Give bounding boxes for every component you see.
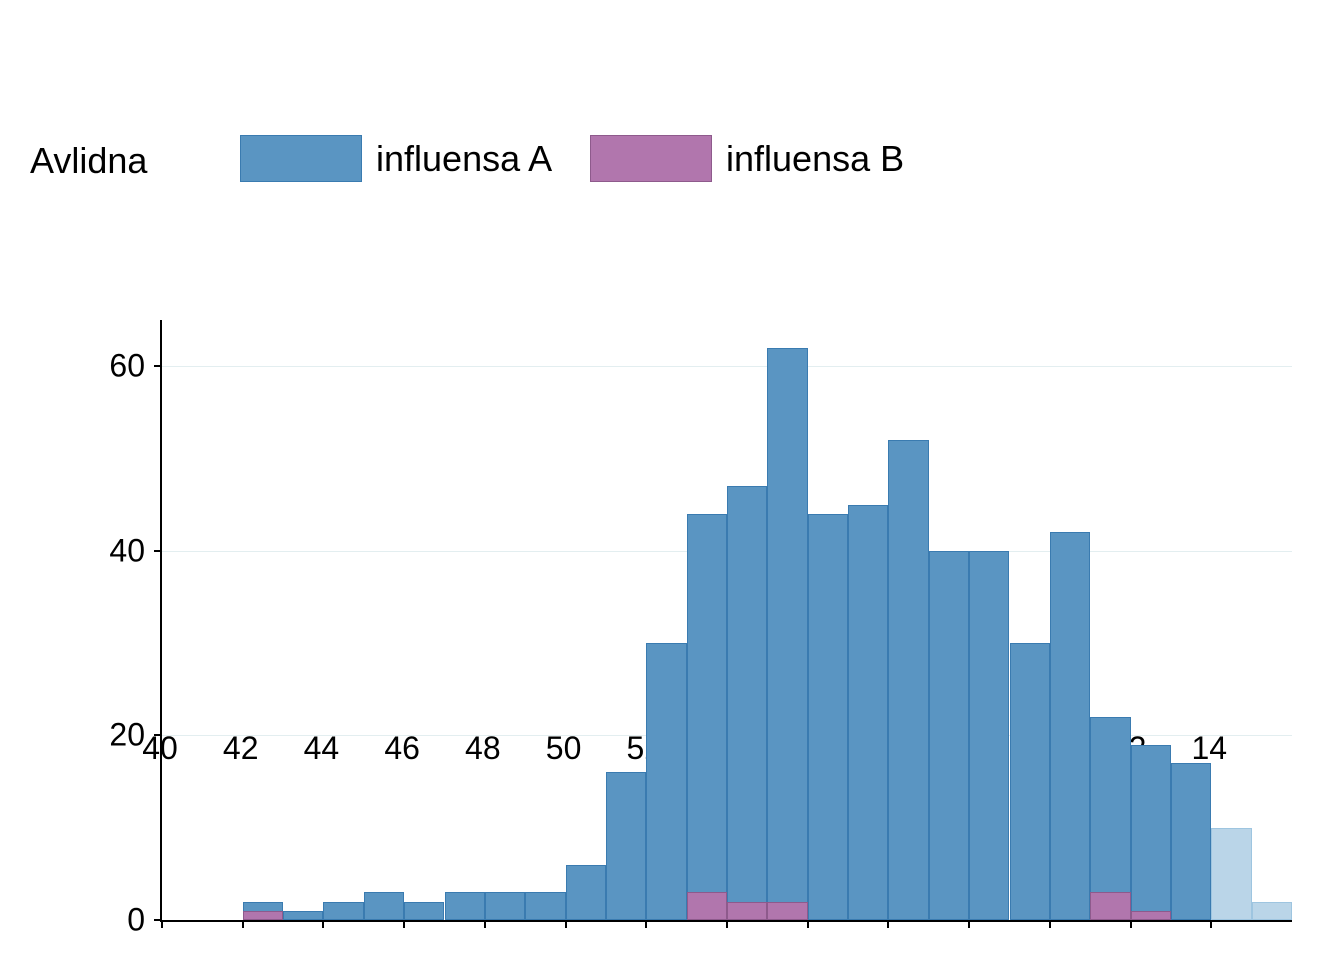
y-tick-label: 0 [85, 902, 145, 939]
bar-influensa_A [1131, 745, 1171, 920]
x-tick-label: 14 [1191, 730, 1227, 767]
x-tick-mark [484, 920, 486, 928]
y-tick-label: 60 [85, 348, 145, 385]
bar-influensa_A [1090, 717, 1130, 920]
x-tick-mark [403, 920, 405, 928]
x-tick-mark [968, 920, 970, 928]
x-tick-label: 40 [142, 730, 178, 767]
x-tick-mark [1049, 920, 1051, 928]
bar-influensa_A [969, 551, 1009, 920]
bar-influensa_A [445, 892, 485, 920]
x-tick-label: 48 [465, 730, 501, 767]
bar-influensa_B [727, 902, 767, 920]
x-tick-mark [807, 920, 809, 928]
bar-influensa_A [525, 892, 565, 920]
bar-influensa_A [283, 911, 323, 920]
plot-area [160, 320, 1292, 922]
bar-influensa_B [243, 911, 283, 920]
x-tick-mark [887, 920, 889, 928]
bar-influensa_A [727, 486, 767, 920]
x-tick-mark [161, 920, 163, 928]
chart-container: Vecka 0204060404244464850522468101214 [40, 120, 1280, 880]
bar-influensa_A [404, 902, 444, 920]
bar-influensa_A [646, 643, 686, 920]
x-tick-mark [645, 920, 647, 928]
x-tick-mark [726, 920, 728, 928]
bar-influensa_A [1010, 643, 1050, 920]
bar-influensa_A [364, 892, 404, 920]
bar-influensa_A [606, 772, 646, 920]
x-tick-mark [1210, 920, 1212, 928]
bar-influensa_A [566, 865, 606, 920]
bar-influensa_B [687, 892, 727, 920]
y-tick-label: 20 [85, 717, 145, 754]
gridline [162, 366, 1292, 367]
bar-influensa_B [1131, 911, 1171, 920]
y-tick-mark [154, 550, 162, 552]
bar-influensa_A [687, 514, 727, 920]
x-tick-label: 44 [304, 730, 340, 767]
x-tick-label: 42 [223, 730, 259, 767]
x-tick-mark [1130, 920, 1132, 928]
x-tick-label: 50 [546, 730, 582, 767]
bar-influensa_A [767, 348, 807, 920]
x-tick-mark [565, 920, 567, 928]
bar-influensa_B [1090, 892, 1130, 920]
x-tick-label: 46 [384, 730, 420, 767]
bar-influensa_A [929, 551, 969, 920]
x-tick-mark [322, 920, 324, 928]
bar-influensa_B [767, 902, 807, 920]
bar-influensa_A [1171, 763, 1211, 920]
bar-influensa_A_faded [1211, 828, 1251, 920]
bar-influensa_A [485, 892, 525, 920]
bar-influensa_A [808, 514, 848, 920]
bar-influensa_A [888, 440, 928, 920]
bar-influensa_A [323, 902, 363, 920]
y-tick-mark [154, 365, 162, 367]
x-tick-mark [242, 920, 244, 928]
bar-influensa_A [1050, 532, 1090, 920]
bar-influensa_A [848, 505, 888, 920]
bar-influensa_A_faded [1252, 902, 1292, 920]
y-tick-label: 40 [85, 532, 145, 569]
